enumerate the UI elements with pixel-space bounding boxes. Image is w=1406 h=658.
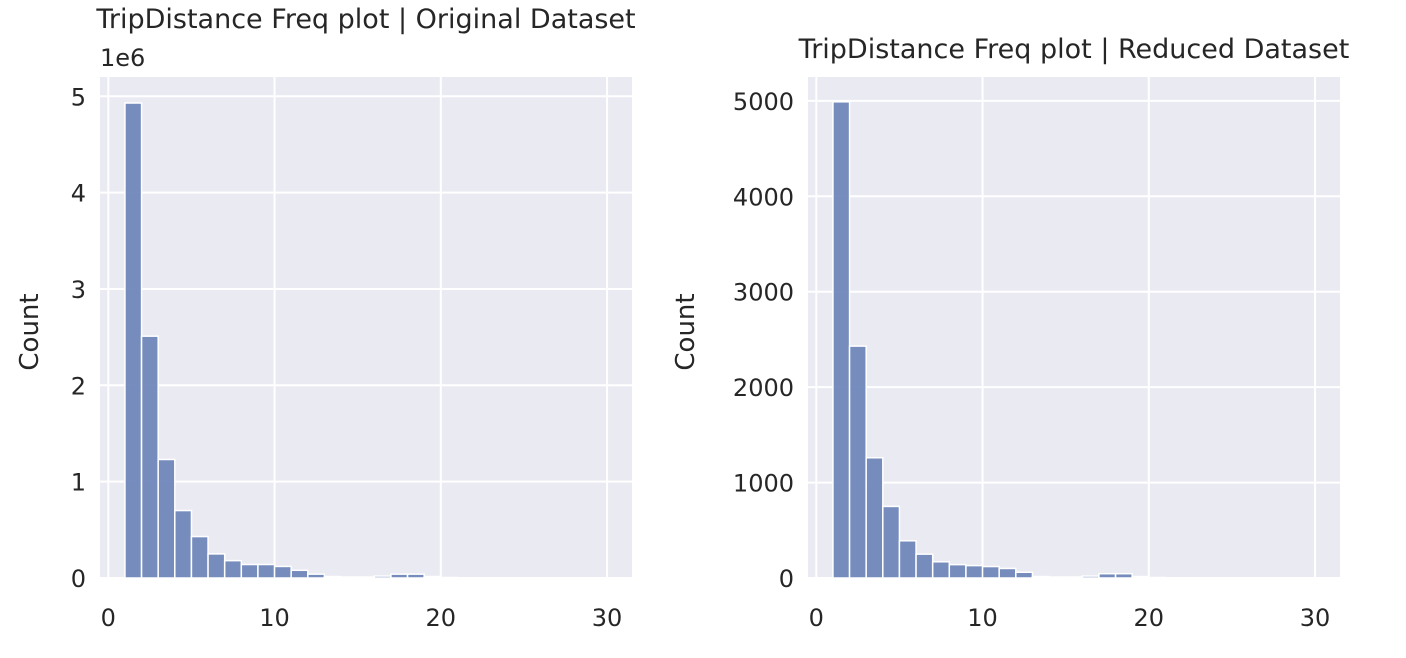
histogram-bar-reduced <box>848 345 867 579</box>
histogram-bar-reduced <box>1064 576 1084 579</box>
histogram-bar-original <box>373 575 392 579</box>
histogram-bar-original <box>273 565 292 579</box>
x-tick-label-original: 20 <box>426 604 457 632</box>
histogram-bar-original <box>223 559 243 579</box>
histogram-bar-reduced <box>1015 571 1034 579</box>
histogram-bar-reduced <box>915 553 934 579</box>
x-tick-label-reduced: 0 <box>809 604 824 632</box>
x-tick-label-reduced: 30 <box>1300 604 1331 632</box>
y-tick-label-original: 5 <box>71 83 86 111</box>
histogram-bar-reduced <box>948 563 967 579</box>
y-axis-label-original: Count <box>15 293 45 370</box>
y-tick-label-reduced: 3000 <box>733 279 794 307</box>
histogram-bar-reduced <box>1131 575 1150 579</box>
histogram-bar-original <box>157 458 176 579</box>
x-tick-labels-reduced: 0 10 20 30 <box>809 604 1331 632</box>
histogram-bar-reduced <box>898 540 917 579</box>
x-tick-label-reduced: 20 <box>1134 604 1165 632</box>
y-tick-label-original: 4 <box>71 180 86 208</box>
histogram-bar-original <box>290 569 309 579</box>
histogram-bar-reduced <box>865 457 884 579</box>
x-tick-label-original: 0 <box>101 604 116 632</box>
plot-area-reduced <box>808 77 1340 578</box>
plot-area-original <box>100 77 632 578</box>
histogram-bar-original <box>207 553 226 579</box>
histogram-bar-original <box>240 563 259 579</box>
histogram-bar-original <box>423 575 442 579</box>
histogram-bar-reduced <box>998 567 1017 579</box>
chart-panel-original: 0 1 2 3 4 5 0 10 20 30 TripDistance Freq plot | … <box>15 4 636 632</box>
histogram-bar-reduced <box>1098 572 1117 579</box>
histogram-bar-original <box>340 576 359 579</box>
histogram-bar-original <box>124 102 143 579</box>
y-tick-label-reduced: 5000 <box>733 88 794 116</box>
histogram-bar-reduced <box>981 565 1000 579</box>
y-axis-label-reduced: Count <box>671 293 701 370</box>
bars-reduced <box>832 101 1316 579</box>
chart-panel-reduced: 0 1000 2000 3000 4000 5000 0 10 20 30 TripDistan… <box>671 34 1349 632</box>
x-tick-labels-original: 0 10 20 30 <box>101 604 623 632</box>
chart-title-original: TripDistance Freq plot | Original Datase… <box>95 4 635 35</box>
x-tick-label-original: 30 <box>592 604 623 632</box>
y-tick-label-original: 0 <box>71 565 86 593</box>
y-tick-label-reduced: 4000 <box>733 183 794 211</box>
histogram-bar-original <box>174 509 193 579</box>
bars-original <box>124 102 608 579</box>
chart-title-reduced: TripDistance Freq plot | Reduced Dataset <box>798 34 1350 65</box>
y-tick-labels-reduced: 0 1000 2000 3000 4000 5000 <box>733 88 794 593</box>
y-offset-label-original: 1e6 <box>100 44 145 72</box>
x-tick-label-original: 10 <box>259 604 290 632</box>
histogram-bar-reduced <box>1031 575 1050 579</box>
histogram-bar-reduced <box>931 561 951 579</box>
histogram-bar-original <box>356 576 376 579</box>
histogram-bar-reduced <box>1081 575 1100 579</box>
y-tick-label-reduced: 0 <box>779 565 794 593</box>
histogram-bar-original <box>257 563 276 579</box>
histogram-bar-reduced <box>832 101 851 579</box>
histogram-bar-original <box>406 573 425 579</box>
histogram-bar-original <box>390 573 409 579</box>
histogram-bar-reduced <box>882 505 901 579</box>
y-tick-label-original: 3 <box>71 276 86 304</box>
y-tick-labels-original: 0 1 2 3 4 5 <box>71 83 86 593</box>
histogram-bar-original <box>140 335 159 579</box>
y-tick-label-original: 2 <box>71 372 86 400</box>
histogram-bar-reduced <box>965 564 984 579</box>
y-tick-label-reduced: 1000 <box>733 470 794 498</box>
histogram-bar-original <box>190 535 209 579</box>
histogram-bar-reduced <box>1048 576 1067 579</box>
histogram-bar-reduced <box>1114 572 1133 579</box>
y-tick-label-original: 1 <box>71 469 86 497</box>
x-tick-label-reduced: 10 <box>967 604 998 632</box>
histogram-bar-original <box>323 575 342 579</box>
histogram-bar-original <box>307 573 326 579</box>
y-tick-label-reduced: 2000 <box>733 374 794 402</box>
